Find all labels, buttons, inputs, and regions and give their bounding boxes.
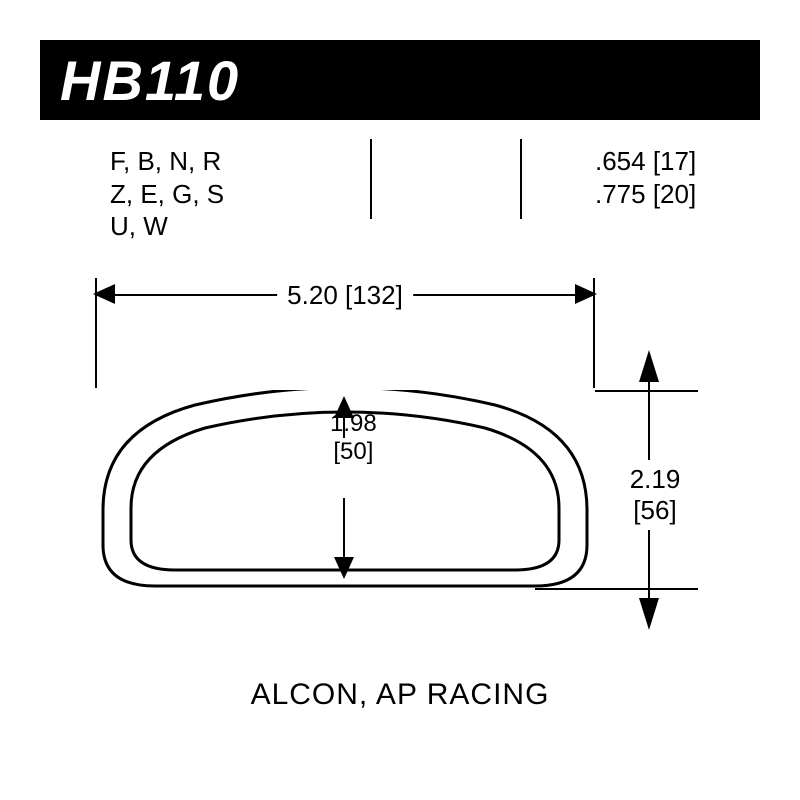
codes-line-2: Z, E, G, S <box>110 178 224 211</box>
thickness-values: .654 [17] .775 [20] <box>595 145 696 210</box>
part-number-bar: HB110 <box>40 40 760 120</box>
diagram: 5.20 [132] 1.98 [50] 2.19 [56] ALCON, AP… <box>40 260 760 740</box>
arrow-down-icon <box>334 557 354 579</box>
height-label: 2.19 [56] <box>620 460 690 530</box>
compound-codes: F, B, N, R Z, E, G, S U, W <box>110 145 224 243</box>
height-dimension: 2.19 [56] <box>610 390 730 590</box>
width-label: 5.20 [132] <box>277 280 413 311</box>
height-in: 2.19 <box>620 464 690 495</box>
extension-line <box>95 278 97 388</box>
codes-line-3: U, W <box>110 210 224 243</box>
divider <box>520 139 522 219</box>
inner-dimension-label: 1.98 [50] <box>330 410 377 465</box>
arrow-stem <box>648 588 650 602</box>
height-mm: [56] <box>620 495 690 526</box>
codes-line-1: F, B, N, R <box>110 145 224 178</box>
thickness-line-2: .775 [20] <box>595 178 696 211</box>
thickness-line-1: .654 [17] <box>595 145 696 178</box>
arrow-down-icon <box>639 598 659 630</box>
extension-line <box>593 278 595 388</box>
spec-row: F, B, N, R Z, E, G, S U, W .654 [17] .77… <box>40 135 760 230</box>
divider <box>370 139 372 219</box>
inner-dim-mm: [50] <box>330 438 377 466</box>
inner-dim-in: 1.98 <box>330 410 377 438</box>
part-number: HB110 <box>60 48 240 113</box>
caption: ALCON, AP RACING <box>40 678 760 712</box>
